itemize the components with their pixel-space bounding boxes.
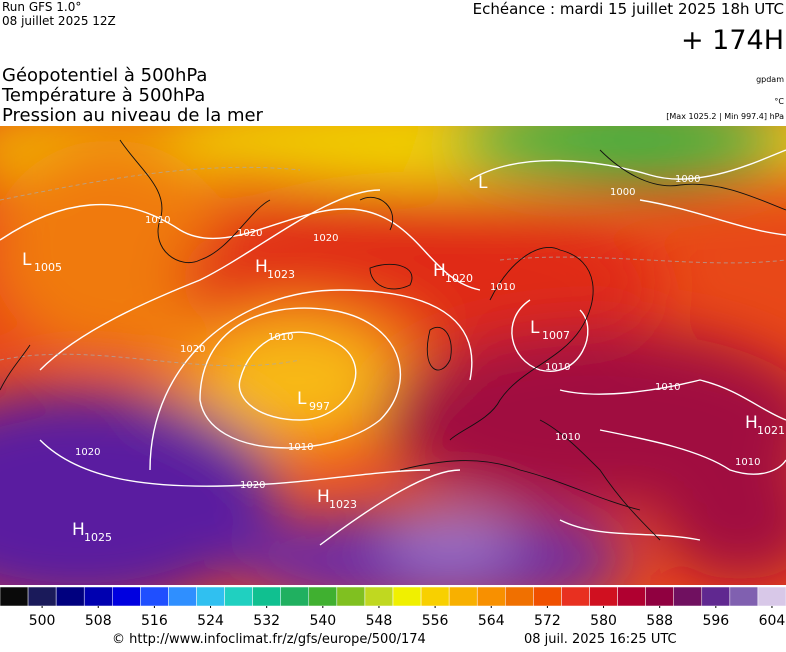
colorbar-swatch bbox=[27, 586, 57, 607]
colorbar-swatch bbox=[364, 586, 394, 607]
colorbar-tick-label: 564 bbox=[478, 613, 505, 629]
colorbar-swatch bbox=[617, 586, 646, 607]
colorbar-swatch bbox=[673, 586, 703, 607]
field: Température à 500hPa bbox=[1, 85, 205, 106]
colorbar-swatch bbox=[701, 586, 731, 607]
colorbar-tick-label: 604 bbox=[759, 613, 786, 629]
isobar-label: 1020 bbox=[180, 344, 205, 355]
lead-time: + 174H bbox=[681, 25, 784, 56]
run: Run GFS 1.0° bbox=[2, 0, 81, 14]
center-value: 1007 bbox=[542, 329, 570, 342]
center-letter: L bbox=[297, 389, 307, 409]
run-date: 08 juillet 2025 12Z bbox=[2, 14, 116, 28]
isobar-label: 1000 bbox=[675, 174, 700, 185]
colorbar-swatch bbox=[392, 586, 422, 607]
isobar-label: 1000 bbox=[610, 187, 635, 198]
center-value: 1020 bbox=[445, 272, 473, 285]
center-letter: L bbox=[530, 318, 540, 338]
isobar-label: 1020 bbox=[240, 480, 265, 491]
colorbar-swatch bbox=[476, 586, 506, 607]
colorbar-swatch bbox=[0, 586, 29, 607]
isobar-label: 1010 bbox=[145, 215, 170, 226]
pressure-center: L 1007 bbox=[530, 318, 570, 342]
colorbar-swatch bbox=[252, 586, 281, 607]
pressure-center: H 1023 bbox=[255, 257, 295, 281]
colorbar-swatch bbox=[336, 586, 366, 607]
center-letter: L bbox=[478, 173, 488, 193]
colorbar-tick-label: 588 bbox=[646, 613, 673, 629]
isobar-label: 1010 bbox=[555, 432, 580, 443]
isobar-label: 1010 bbox=[545, 362, 570, 373]
colorbar-swatch bbox=[168, 586, 197, 607]
colorbar-tick-label: 556 bbox=[422, 613, 449, 629]
pressure-center: H 1021 bbox=[745, 413, 785, 437]
source: © http://www.infoclimat.fr/z/gfs/europe/… bbox=[112, 632, 426, 647]
isobar-label: 1010 bbox=[655, 382, 680, 393]
colorbar-swatch bbox=[196, 586, 225, 607]
field: Géopotentiel à 500hPa bbox=[2, 65, 207, 86]
pressure-center: L bbox=[478, 173, 488, 193]
colorbar-swatch bbox=[55, 586, 85, 607]
colorbar-tick-label: 596 bbox=[702, 613, 729, 629]
colorbar-swatch bbox=[645, 586, 674, 607]
field: Pression au niveau de la mer bbox=[2, 105, 264, 126]
colorbar-tick-label: 548 bbox=[366, 613, 393, 629]
colorbar-swatch bbox=[729, 586, 759, 607]
center-letter: H bbox=[433, 261, 446, 281]
pressure-center: H 1020 bbox=[433, 261, 473, 285]
colorbar-tick-label: 540 bbox=[309, 613, 336, 629]
center-value: 1023 bbox=[267, 268, 295, 281]
colorbar-swatch bbox=[308, 586, 338, 607]
colorbar-tick-label: 508 bbox=[85, 613, 112, 629]
colorbar-swatch bbox=[589, 586, 618, 607]
colorbar-tick-label: 524 bbox=[197, 613, 224, 629]
colorbar-swatch bbox=[533, 586, 562, 607]
colorbar-tick-label: 532 bbox=[253, 613, 280, 629]
center-letter: L bbox=[22, 250, 32, 270]
center-value: 1023 bbox=[329, 498, 357, 511]
colorbar-tick-label: 516 bbox=[141, 613, 168, 629]
center-value: 997 bbox=[309, 400, 330, 413]
colorbar-swatch bbox=[83, 586, 113, 607]
colorbar-swatch bbox=[420, 586, 450, 607]
generated: 08 juil. 2025 16:25 UTC bbox=[524, 632, 677, 647]
isobar-label: 1010 bbox=[268, 332, 293, 343]
isobar-label: 1010 bbox=[288, 442, 313, 453]
unit: gpdam bbox=[756, 75, 784, 84]
center-value: 1021 bbox=[757, 424, 785, 437]
center-letter: H bbox=[745, 413, 758, 433]
colorbar-swatch bbox=[112, 586, 141, 607]
center-letter: H bbox=[72, 520, 85, 540]
forecast: Echéance : mardi 15 juillet 2025 18h UTC bbox=[473, 0, 784, 18]
colorbar-swatch bbox=[280, 586, 310, 607]
colorbar-swatch bbox=[505, 586, 534, 607]
colorbar-swatch bbox=[224, 586, 253, 607]
center-letter: H bbox=[255, 257, 268, 277]
center-letter: H bbox=[317, 487, 330, 507]
unit: [Max 1025.2 | Min 997.4] hPa bbox=[666, 112, 784, 121]
isobar-label: 1020 bbox=[313, 233, 338, 244]
isobar-label: 1010 bbox=[735, 457, 760, 468]
isobar-label: 1020 bbox=[237, 228, 262, 239]
center-value: 1005 bbox=[34, 261, 62, 274]
colorbar-swatch bbox=[561, 586, 590, 607]
colorbar-tick-label: 580 bbox=[590, 613, 617, 629]
colorbar-tick-label: 572 bbox=[534, 613, 561, 629]
center-value: 1025 bbox=[84, 531, 112, 544]
unit: °C bbox=[774, 97, 784, 106]
colorbar-tick-label: 500 bbox=[29, 613, 56, 629]
colorbar-swatch bbox=[140, 586, 169, 607]
isobar-label: 1010 bbox=[490, 282, 515, 293]
pressure-center: L 997 bbox=[297, 389, 330, 413]
colorbar-swatch bbox=[757, 586, 786, 607]
pressure-center: L 1005 bbox=[22, 250, 62, 274]
pressure-center: H 1023 bbox=[317, 487, 357, 511]
pressure-center: H 1025 bbox=[72, 520, 112, 544]
map bbox=[0, 126, 786, 585]
isobar-label: 1020 bbox=[75, 447, 100, 458]
colorbar-swatch bbox=[448, 586, 478, 607]
